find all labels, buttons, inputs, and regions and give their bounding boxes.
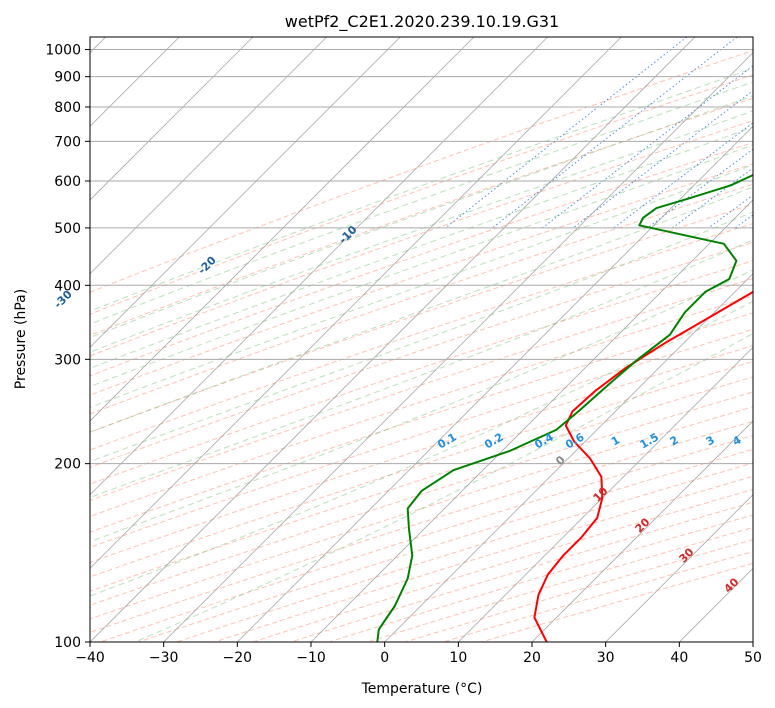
chart-title: wetPf2_C2E1.2020.239.10.19.G31 (285, 12, 559, 32)
isotherm-line (90, 37, 401, 348)
isotherm-line (384, 273, 753, 642)
isotherm-line (90, 37, 327, 275)
axes: −40 −30 −20 −10 0 10 20 30 40 50 100 200 300 400 500 60… (45, 43, 762, 666)
y-tick-label: 700 (54, 134, 81, 150)
x-tick-label: −10 (296, 650, 326, 666)
dry-adiabat (90, 328, 753, 548)
y-tick-label: 600 (54, 174, 81, 190)
dry-adiabat (90, 241, 753, 468)
mixing-ratio-line (572, 90, 753, 229)
x-tick-label: 20 (523, 650, 541, 666)
dry-adiabat (90, 345, 753, 563)
y-tick-label: 1000 (45, 43, 81, 59)
isotherm-line (310, 199, 753, 642)
temperature-profile-line (533, 290, 753, 642)
isotherm-line (90, 37, 696, 642)
dry-adiabat (90, 360, 753, 578)
moist-adiabat (90, 126, 753, 369)
dry-adiabat (176, 462, 753, 642)
dry-adiabat (90, 163, 753, 396)
moist-adiabat (90, 81, 753, 325)
y-tick-label: 500 (54, 221, 81, 237)
dry-adiabat (90, 376, 753, 592)
dewpoint-profile-line (376, 173, 753, 642)
isotherm-line (90, 37, 254, 201)
isotherm-line (605, 494, 753, 642)
dry-adiabat (90, 277, 753, 501)
isotherm-line (90, 37, 622, 569)
moist-adiabat (90, 95, 753, 339)
y-tick-label: 900 (54, 70, 81, 86)
x-tick-label: 30 (597, 650, 615, 666)
moist-adiabat (90, 144, 753, 388)
moist-adiabat (134, 332, 753, 642)
dry-adiabat (90, 203, 753, 433)
isotherm-line (90, 37, 475, 422)
isotherm-line (237, 125, 753, 642)
plot-frame (89, 36, 754, 643)
mixing-ratio-line (542, 65, 753, 229)
isotherm-line (90, 37, 548, 496)
y-tick-label: 800 (54, 100, 81, 116)
x-tick-label: −30 (149, 650, 179, 666)
dry-adiabat (214, 475, 753, 642)
x-tick-label: 40 (670, 650, 688, 666)
x-tick-label: 0 (380, 650, 389, 666)
dry-adiabat (90, 312, 753, 533)
x-tick-label: −20 (223, 650, 253, 666)
moist-adiabat (90, 110, 753, 353)
y-axis-title: Pressure (hPa) (13, 289, 29, 389)
moist-adiabat (90, 211, 753, 463)
isotherm-line (163, 52, 753, 642)
moist-adiabat (90, 164, 753, 408)
dry-adiabat (90, 183, 753, 415)
y-tick-label: 200 (54, 457, 81, 473)
moist-adiabat (90, 67, 753, 312)
dry-adiabat (90, 120, 753, 357)
x-tick-label: −40 (75, 650, 105, 666)
y-tick-label: 400 (54, 278, 81, 294)
isotherm-line (531, 420, 753, 642)
x-axis-title: Temperature (°C) (361, 681, 483, 697)
sounding-profiles (376, 173, 753, 642)
y-tick-label: 300 (54, 352, 81, 368)
dry-adiabat (138, 448, 753, 642)
dry-adiabat (90, 142, 753, 377)
isotherm-line (458, 346, 753, 642)
x-tick-label: 50 (744, 650, 762, 666)
moist-adiabat (90, 186, 753, 433)
dry-adiabat (290, 501, 753, 642)
dry-adiabat (90, 391, 753, 606)
isotherm-line (752, 641, 753, 642)
x-tick-label: 10 (449, 650, 467, 666)
y-tick-label: 100 (54, 635, 81, 651)
plot-background (90, 37, 753, 642)
